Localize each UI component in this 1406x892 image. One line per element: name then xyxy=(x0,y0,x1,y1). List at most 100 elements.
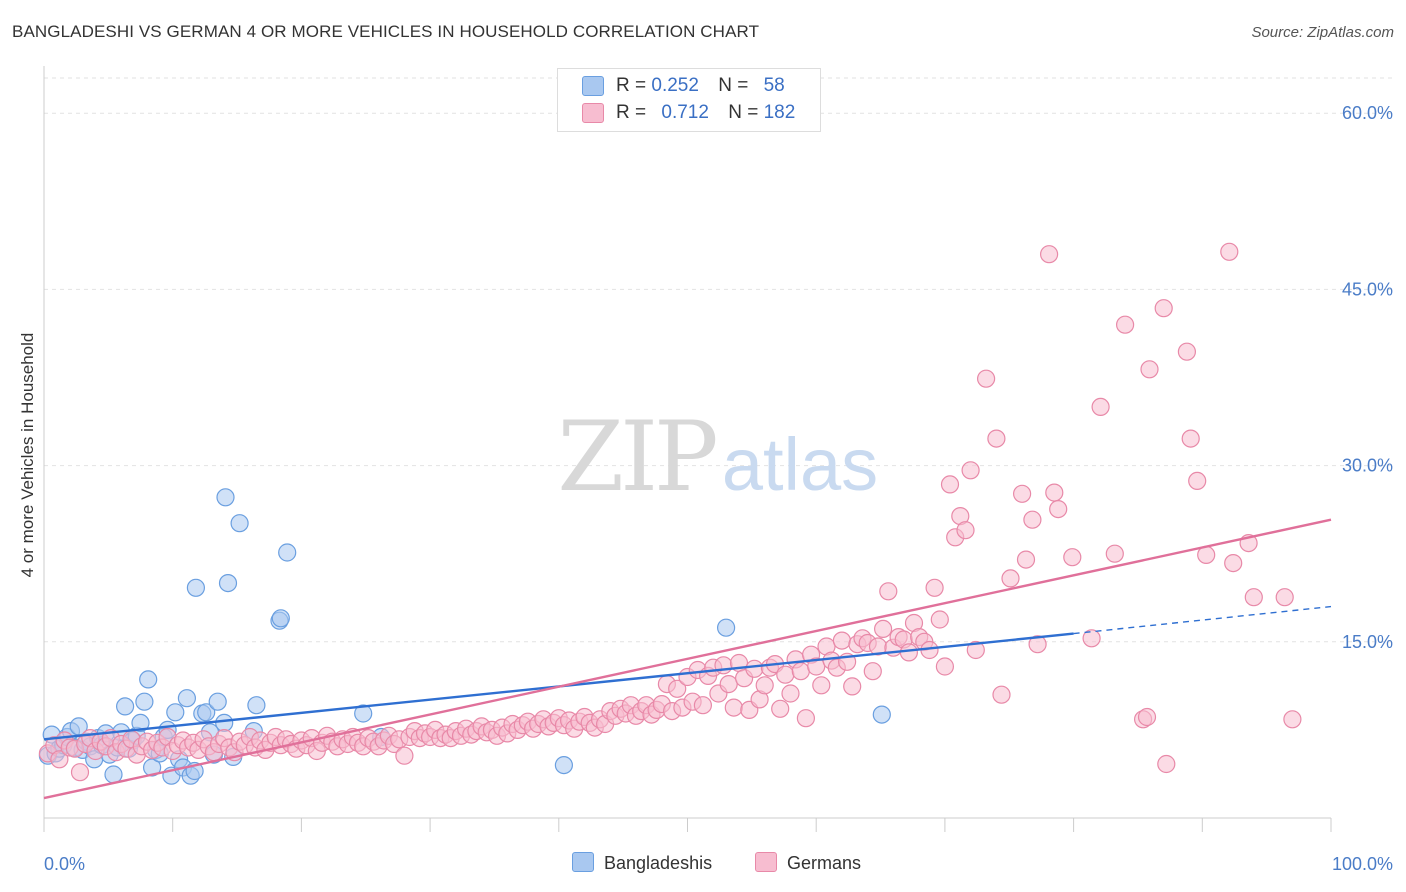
source-label: Source: ZipAtlas.com xyxy=(1251,24,1394,41)
data-point-bangladeshis xyxy=(218,573,238,593)
data-point-bangladeshis xyxy=(186,578,205,597)
data-point-germans xyxy=(1045,483,1064,502)
legend-n-value: 182 xyxy=(763,102,796,123)
trend-extension-bangladeshis xyxy=(1073,605,1332,635)
data-point-germans xyxy=(395,746,414,765)
data-point-germans xyxy=(1016,550,1036,569)
legend-item-bangladeshis[interactable]: Bangladeshis xyxy=(572,852,712,874)
data-point-germans xyxy=(719,674,738,694)
trend-lines xyxy=(43,518,1332,800)
data-point-germans xyxy=(796,709,816,728)
data-point-germans xyxy=(781,684,800,703)
data-point-germans xyxy=(843,677,862,696)
data-point-germans xyxy=(1012,484,1032,503)
chart-title: BANGLADESHI VS GERMAN 4 OR MORE VEHICLES… xyxy=(12,22,760,41)
legend-r-label: R = xyxy=(616,75,647,96)
data-point-germans xyxy=(935,657,955,676)
data-point-germans xyxy=(70,763,90,782)
data-point-germans xyxy=(940,475,960,494)
data-point-germans xyxy=(873,619,893,639)
data-point-bangladeshis xyxy=(139,670,158,689)
data-point-germans xyxy=(1244,588,1263,607)
y-tick-label: 15.0% xyxy=(1342,632,1393,652)
series-germans-points xyxy=(38,242,1302,782)
data-point-germans xyxy=(987,429,1006,448)
data-point-germans xyxy=(1283,710,1302,729)
data-point-bangladeshis xyxy=(166,703,185,722)
data-point-germans xyxy=(992,685,1011,704)
data-point-germans xyxy=(956,521,975,540)
data-point-germans xyxy=(899,643,919,662)
data-point-germans xyxy=(961,461,980,480)
data-point-germans xyxy=(1028,635,1047,654)
zipatlas-watermark: ZIP atlas xyxy=(557,401,878,513)
data-point-bangladeshis xyxy=(271,609,290,628)
legend-item-germans[interactable]: Germans xyxy=(755,852,861,874)
data-point-germans xyxy=(1275,588,1294,607)
data-point-germans xyxy=(1188,471,1207,490)
data-point-germans xyxy=(776,665,795,684)
data-point-bangladeshis xyxy=(716,618,736,637)
legend-n-label: N = xyxy=(728,102,759,123)
data-point-germans xyxy=(1115,315,1135,334)
data-point-germans xyxy=(1001,569,1020,588)
legend-label-bangladeshis: Bangladeshis xyxy=(604,853,713,873)
data-point-bangladeshis xyxy=(216,488,235,507)
legend-n-value: 58 xyxy=(763,75,785,96)
legend-row-germans: R = 0.712 N = 182 xyxy=(582,102,795,126)
grid-lines xyxy=(44,77,1395,643)
data-point-bangladeshis xyxy=(208,692,227,711)
legend-r-label: R = xyxy=(616,102,647,123)
data-point-bangladeshis xyxy=(278,543,297,562)
watermark-zip: ZIP xyxy=(557,401,716,513)
data-point-germans xyxy=(1049,500,1068,519)
data-point-bangladeshis xyxy=(177,689,196,708)
data-point-germans xyxy=(668,679,687,698)
data-point-germans xyxy=(1154,299,1173,318)
data-point-bangladeshis xyxy=(104,765,123,784)
data-point-germans xyxy=(1082,629,1101,648)
data-point-bangladeshis xyxy=(131,713,150,733)
data-point-bangladeshis xyxy=(872,705,891,724)
data-point-germans xyxy=(745,659,764,678)
data-point-germans xyxy=(1039,245,1059,264)
series-legend: Bangladeshis Germans xyxy=(0,852,1406,878)
data-point-germans xyxy=(1137,707,1157,727)
data-point-germans xyxy=(755,676,774,695)
data-point-bangladeshis xyxy=(247,696,266,715)
y-tick-label: 60.0% xyxy=(1342,103,1393,123)
x-tick-label-max: 100.0% xyxy=(1332,854,1393,874)
data-point-bangladeshis xyxy=(115,697,135,716)
correlation-legend: R = 0.252 N = 58 R = 0.712 N = 182 xyxy=(557,68,821,132)
y-tick-label: 45.0% xyxy=(1342,279,1393,299)
data-point-germans xyxy=(1023,510,1042,529)
legend-r-value: 0.712 xyxy=(661,102,709,123)
data-point-germans xyxy=(1157,754,1176,774)
data-point-germans xyxy=(1105,544,1124,563)
tick-labels: 15.0% 30.0% 45.0% 60.0% 0.0% 100.0% xyxy=(44,103,1393,874)
x-tick-label-min: 0.0% xyxy=(44,854,85,874)
data-point-germans xyxy=(50,750,69,769)
legend-swatch-germans xyxy=(755,852,777,872)
legend-swatch-bangladeshis xyxy=(572,852,594,872)
data-point-bangladeshis xyxy=(230,514,249,533)
data-point-germans xyxy=(1181,429,1200,448)
data-point-bangladeshis xyxy=(554,755,574,775)
data-point-germans xyxy=(966,640,985,660)
data-point-germans xyxy=(1091,397,1110,416)
data-point-germans xyxy=(832,631,852,650)
trend-line-germans xyxy=(43,518,1332,800)
legend-swatch-germans xyxy=(582,102,604,123)
data-point-bangladeshis xyxy=(354,704,373,723)
data-point-germans xyxy=(1224,553,1243,573)
data-point-germans xyxy=(1220,242,1239,261)
data-point-germans xyxy=(1063,548,1082,567)
y-tick-label: 30.0% xyxy=(1342,456,1393,476)
data-point-germans xyxy=(1140,360,1159,379)
data-point-bangladeshis xyxy=(197,703,216,722)
data-point-germans xyxy=(693,696,713,715)
data-point-germans xyxy=(925,578,944,597)
data-point-bangladeshis xyxy=(135,692,154,711)
data-point-germans xyxy=(791,662,810,681)
